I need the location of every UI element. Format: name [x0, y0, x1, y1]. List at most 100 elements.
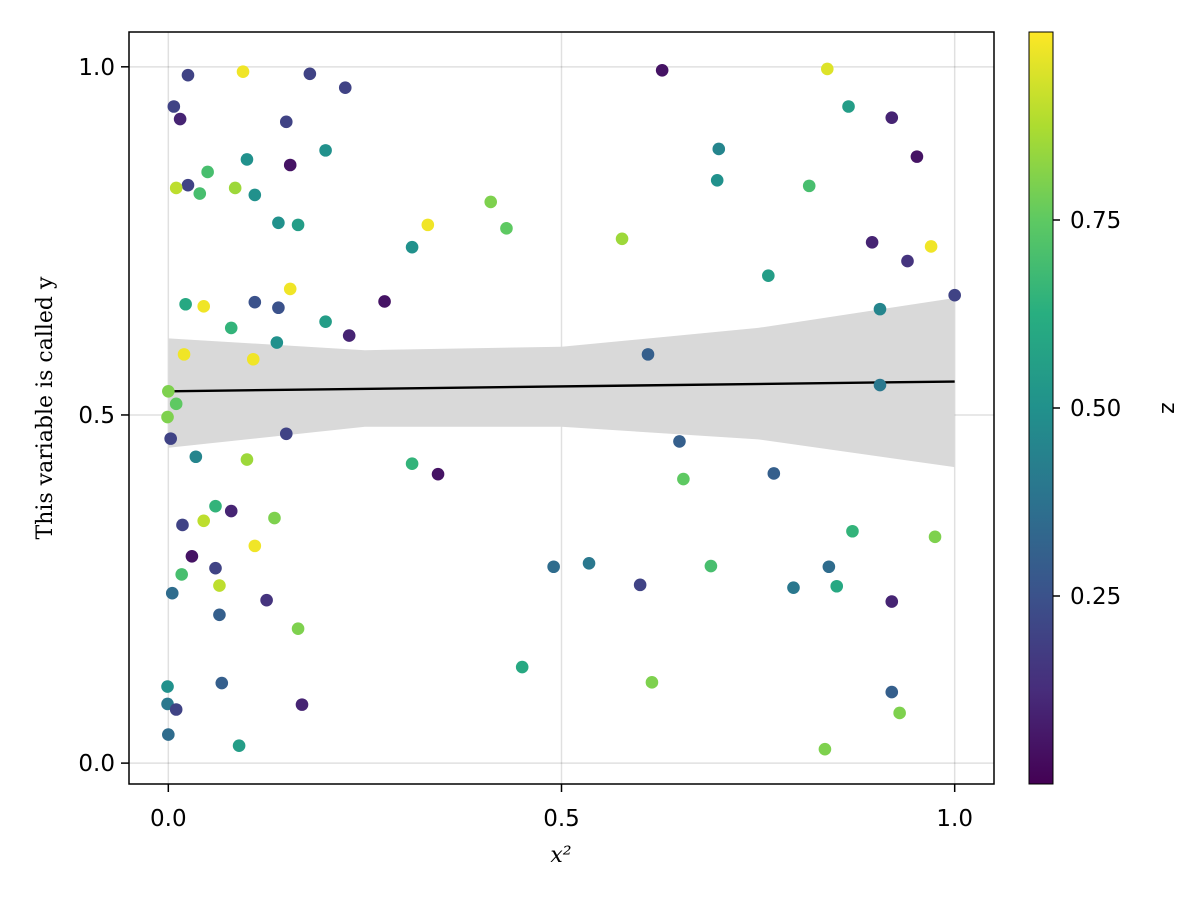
x-axis-label: x²: [550, 843, 571, 868]
data-point: [842, 100, 855, 113]
data-point: [677, 472, 690, 486]
data-point: [673, 435, 686, 448]
data-point: [802, 179, 816, 193]
data-point: [209, 561, 222, 575]
data-point: [260, 593, 273, 607]
data-point: [248, 188, 262, 202]
data-point: [185, 550, 199, 563]
y-tick-label: 1.0: [78, 55, 115, 81]
data-point: [161, 410, 174, 424]
data-point: [213, 579, 226, 592]
data-point: [901, 254, 914, 268]
data-point: [164, 432, 177, 445]
data-point: [885, 685, 899, 699]
colorbar-ticks: 0.25 0.50 0.75: [1053, 208, 1121, 610]
data-point: [162, 728, 175, 741]
data-point: [283, 282, 297, 296]
data-point: [928, 530, 942, 544]
data-point: [161, 680, 174, 693]
data-point: [893, 706, 906, 720]
data-point: [924, 240, 938, 253]
data-point: [378, 295, 391, 308]
data-point: [197, 300, 211, 313]
data-point: [272, 301, 285, 315]
data-point: [291, 622, 305, 636]
data-point: [197, 514, 211, 528]
data-point: [865, 235, 879, 249]
x-tick-label: 0.0: [150, 806, 187, 832]
data-point: [830, 579, 844, 593]
data-point: [181, 178, 195, 192]
x-axis-ticks: 0.0 0.5 1.0: [150, 784, 973, 832]
data-point: [224, 504, 238, 518]
scatter-points: [161, 62, 961, 756]
data-point: [169, 703, 183, 716]
data-point: [846, 524, 859, 538]
data-point: [268, 511, 281, 525]
y-tick-label: 0.0: [78, 751, 115, 777]
colorbar-tick-label: 0.50: [1070, 396, 1121, 422]
data-point: [547, 560, 560, 574]
data-point: [515, 660, 529, 674]
y-axis-ticks: 0.0 0.5 1.0: [78, 55, 129, 777]
data-point: [787, 581, 800, 594]
data-point: [167, 100, 181, 113]
data-point: [762, 269, 775, 283]
data-point: [272, 216, 285, 230]
data-point: [873, 378, 887, 392]
fit-line: [168, 380, 955, 393]
data-point: [645, 676, 659, 689]
colorbar-label: z: [1156, 402, 1181, 414]
data-point: [175, 568, 188, 581]
data-point: [820, 62, 834, 76]
data-point: [177, 348, 191, 361]
data-point: [948, 288, 961, 302]
data-point: [319, 144, 332, 157]
data-point: [240, 453, 254, 466]
data-point: [767, 467, 781, 480]
data-point: [169, 181, 183, 195]
data-point: [641, 348, 655, 361]
data-point: [633, 578, 647, 592]
data-point: [421, 218, 435, 232]
data-point: [885, 111, 899, 124]
data-point: [822, 560, 836, 574]
data-point: [232, 739, 246, 753]
data-point: [303, 67, 317, 81]
data-point: [240, 153, 254, 166]
data-point: [270, 336, 284, 349]
colorbar-tick-label: 0.25: [1070, 584, 1121, 610]
data-point: [246, 352, 260, 366]
data-point: [500, 222, 513, 235]
data-point: [162, 384, 175, 398]
data-point: [215, 676, 229, 690]
data-point: [228, 181, 242, 195]
x-tick-label: 0.5: [543, 806, 580, 832]
colorbar: [1028, 31, 1054, 785]
data-point: [248, 295, 262, 309]
data-point: [582, 556, 596, 570]
data-point: [189, 450, 203, 464]
data-point: [873, 302, 887, 316]
data-point: [655, 63, 669, 77]
data-point: [615, 232, 629, 246]
data-point: [818, 742, 832, 756]
y-axis-label: This variable is called y: [33, 276, 58, 539]
data-point: [342, 329, 356, 342]
y-tick-label: 0.5: [78, 403, 115, 429]
data-point: [201, 165, 214, 179]
data-point: [405, 240, 419, 254]
data-point: [319, 315, 332, 328]
data-point: [179, 297, 192, 311]
x-tick-label: 1.0: [936, 806, 973, 832]
data-point: [338, 81, 352, 95]
data-point: [213, 608, 226, 622]
data-point: [704, 559, 718, 573]
data-point: [169, 397, 183, 411]
data-point: [209, 499, 222, 513]
data-point: [712, 142, 726, 156]
data-point: [431, 467, 445, 481]
data-point: [279, 427, 293, 441]
data-point: [248, 539, 262, 553]
